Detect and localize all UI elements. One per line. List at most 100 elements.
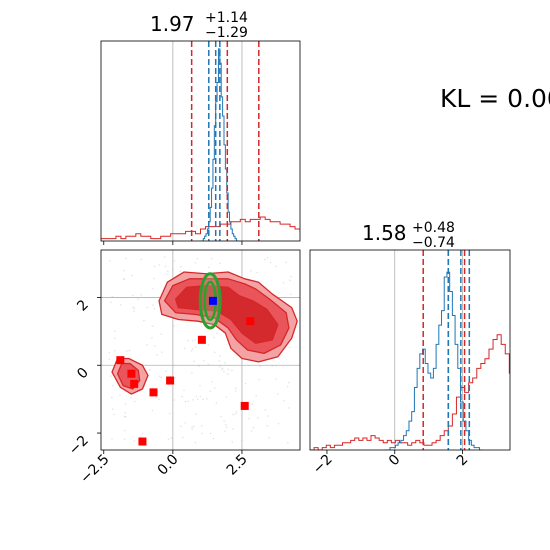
sample-point — [152, 304, 154, 307]
sample-point — [155, 396, 157, 399]
sample-point — [194, 346, 197, 348]
sample-point — [160, 333, 163, 335]
sample-point — [269, 261, 272, 264]
sample-point — [202, 398, 204, 401]
sample-point — [212, 437, 215, 440]
sample-point — [199, 395, 202, 398]
sample-point — [191, 428, 193, 430]
sample-point — [179, 270, 182, 273]
sample-point — [132, 294, 134, 297]
sample-point — [194, 262, 197, 264]
sample-point — [108, 351, 111, 354]
sample-point — [191, 339, 194, 342]
sample-point — [133, 307, 136, 310]
clipped-layer — [101, 41, 300, 241]
sample-point — [235, 387, 237, 389]
sample-point — [231, 440, 234, 443]
sample-point — [266, 415, 269, 417]
sample-point — [132, 306, 135, 309]
sample-point — [219, 365, 221, 368]
sample-point — [264, 409, 267, 411]
sample-point — [114, 337, 116, 339]
sample-point — [180, 266, 182, 268]
sample-point — [123, 438, 126, 441]
sample-point — [290, 293, 292, 296]
sample-point — [202, 359, 205, 362]
sample-point — [225, 396, 228, 398]
kl-annotation: KL = 0.00 — [440, 84, 550, 113]
marginal-y-frame — [309, 249, 511, 451]
red-square-marker — [197, 335, 206, 344]
sample-point — [148, 369, 151, 371]
sample-point — [112, 384, 114, 387]
sample-point — [221, 367, 224, 370]
sample-point — [193, 425, 195, 428]
sample-point — [190, 349, 193, 352]
sample-point — [163, 256, 166, 258]
sample-point — [207, 344, 210, 346]
blue-square-marker — [208, 296, 217, 305]
sample-point — [119, 394, 121, 397]
panel-marginal-x: 1.97 +1.14 −1.29 — [100, 10, 301, 245]
sample-point — [153, 307, 156, 310]
marginal-x-title-value: 1.97 — [150, 12, 195, 36]
sample-point — [286, 385, 289, 388]
marginal-y-title-minus: −0.74 — [412, 235, 455, 251]
sample-point — [250, 270, 252, 272]
sample-point — [266, 424, 269, 427]
marginal-x-title: 1.97 — [150, 12, 195, 36]
sample-point — [151, 409, 154, 412]
sample-point — [111, 408, 114, 410]
sample-point — [184, 400, 187, 403]
sample-point — [277, 422, 280, 425]
sample-point — [287, 442, 289, 444]
sample-point — [259, 365, 261, 368]
sample-point — [191, 348, 194, 350]
sample-point — [113, 349, 116, 352]
sample-point — [179, 425, 182, 428]
sample-point — [165, 273, 168, 275]
sample-point — [219, 262, 221, 265]
sample-point — [184, 422, 186, 424]
marginal-x-frame — [100, 40, 301, 242]
sample-point — [207, 266, 210, 269]
sample-point — [146, 344, 148, 346]
sample-point — [111, 396, 113, 399]
sample-point — [111, 438, 113, 440]
sample-point — [156, 354, 158, 356]
sample-point — [133, 310, 135, 312]
sample-point — [153, 265, 156, 268]
sample-point — [234, 390, 237, 392]
sample-point — [210, 432, 212, 435]
sample-point — [224, 361, 226, 364]
sample-point — [290, 275, 293, 278]
sample-point — [194, 441, 197, 444]
sample-point — [215, 402, 218, 404]
sample-point — [209, 390, 211, 393]
sample-point — [251, 403, 253, 406]
sample-point — [213, 351, 216, 354]
sample-point — [289, 279, 291, 282]
sample-point — [264, 258, 266, 261]
joint-frame — [100, 249, 301, 451]
sample-point — [173, 260, 176, 262]
sample-point — [137, 298, 139, 300]
sample-point — [181, 436, 184, 439]
sample-point — [276, 393, 279, 395]
red-square-marker — [149, 388, 158, 397]
sample-point — [206, 397, 208, 400]
sample-point — [141, 433, 144, 435]
sample-point — [200, 425, 203, 427]
sample-point — [161, 351, 163, 353]
sample-point — [275, 265, 277, 268]
sample-point — [146, 306, 148, 309]
sample-point — [258, 378, 260, 381]
sample-point — [108, 358, 111, 361]
sample-point — [124, 429, 126, 432]
sample-point — [143, 319, 145, 322]
sample-point — [140, 435, 142, 438]
sample-point — [131, 274, 133, 277]
sample-point — [125, 257, 127, 260]
sample-point — [158, 398, 160, 400]
